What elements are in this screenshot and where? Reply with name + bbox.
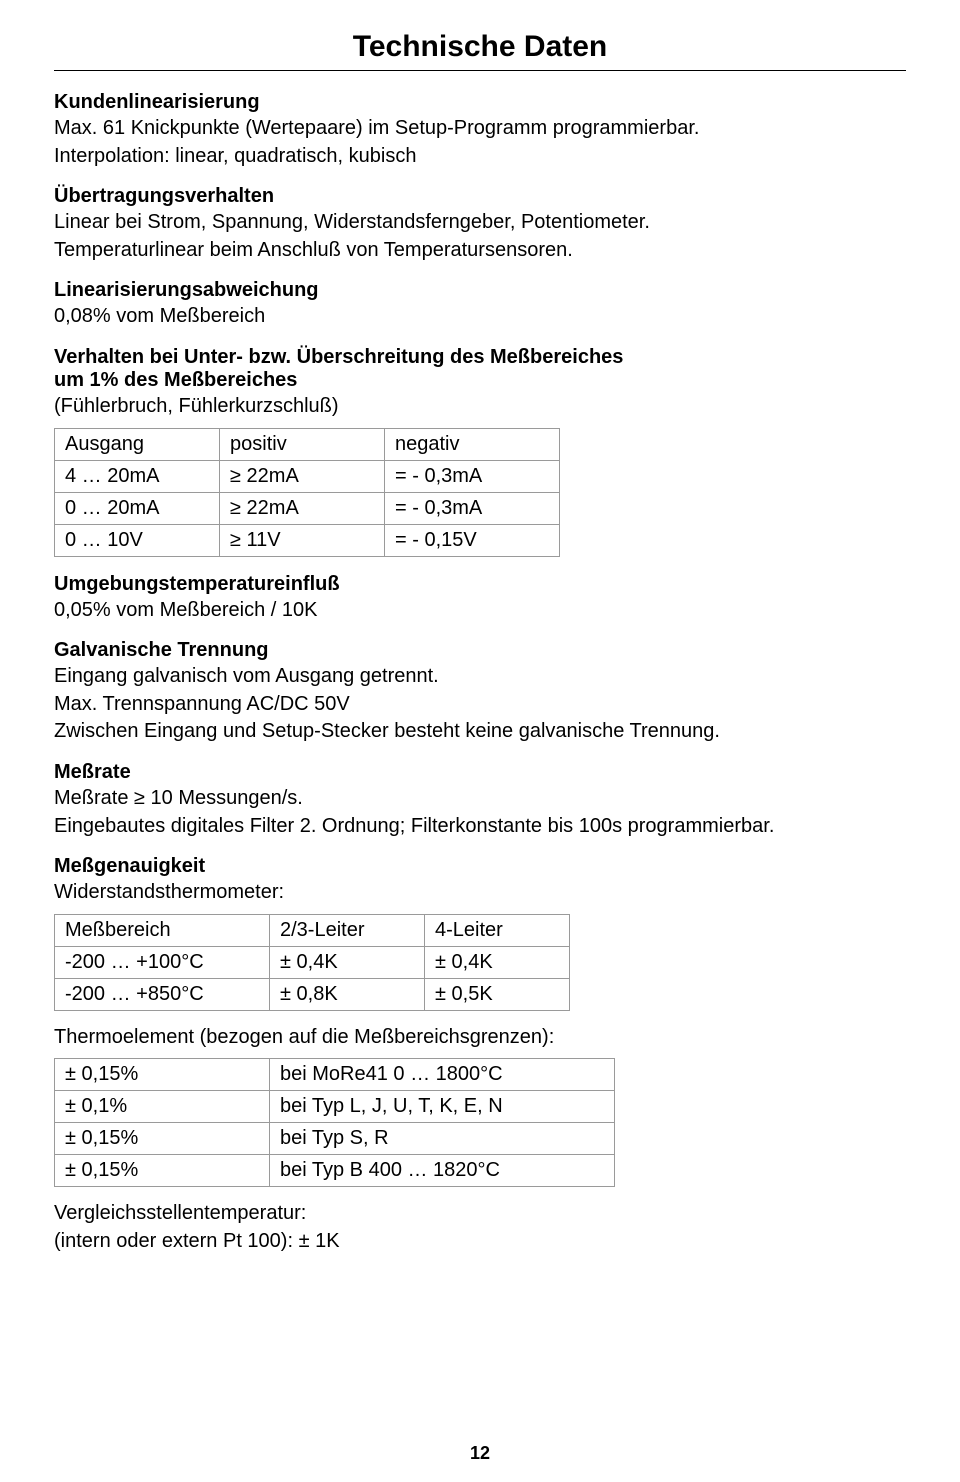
table-row: 0 … 20mA ≥ 22mA = - 0,3mA: [55, 492, 560, 524]
page-title: Technische Daten: [54, 30, 906, 64]
text-umgeb-1: 0,05% vom Meßbereich / 10K: [54, 598, 906, 624]
heading-galvanische-trennung: Galvanische Trennung: [54, 639, 906, 662]
table-row: ± 0,15% bei Typ B 400 … 1820°C: [55, 1155, 615, 1187]
text-vergleich-2: (intern oder extern Pt 100): ± 1K: [54, 1229, 906, 1255]
table-cell: 2/3-Leiter: [270, 914, 425, 946]
text-thermoelement: Thermoelement (bezogen auf die Meßbereic…: [54, 1025, 906, 1051]
table-thermoelement: ± 0,15% bei MoRe41 0 … 1800°C ± 0,1% bei…: [54, 1058, 615, 1187]
table-cell: ≥ 22mA: [220, 460, 385, 492]
page-number: 12: [0, 1443, 960, 1464]
page: Technische Daten Kundenlinearisierung Ma…: [0, 0, 960, 1482]
table-cell: bei MoRe41 0 … 1800°C: [270, 1059, 615, 1091]
table-cell: bei Typ L, J, U, T, K, E, N: [270, 1091, 615, 1123]
table-cell: bei Typ S, R: [270, 1123, 615, 1155]
text-galv-3: Zwischen Eingang und Setup-Stecker beste…: [54, 719, 906, 745]
heading-uebertragungsverhalten: Übertragungsverhalten: [54, 185, 906, 208]
table-ausgang: Ausgang positiv negativ 4 … 20mA ≥ 22mA …: [54, 428, 560, 557]
table-cell: ≥ 11V: [220, 524, 385, 556]
heading-verhalten: Verhalten bei Unter- bzw. Überschreitung…: [54, 346, 906, 369]
text-messrate-1: Meßrate ≥ 10 Messungen/s.: [54, 786, 906, 812]
text-messrate-2: Eingebautes digitales Filter 2. Ordnung;…: [54, 814, 906, 840]
table-row: ± 0,15% bei MoRe41 0 … 1800°C: [55, 1059, 615, 1091]
text-verhalten-sub2: (Fühlerbruch, Fühlerkurzschluß): [54, 394, 906, 420]
table-cell: ≥ 22mA: [220, 492, 385, 524]
text-ueber-1: Linear bei Strom, Spannung, Widerstandsf…: [54, 210, 906, 236]
table-row: Meßbereich 2/3-Leiter 4-Leiter: [55, 914, 570, 946]
table-cell: bei Typ B 400 … 1820°C: [270, 1155, 615, 1187]
table-cell: Meßbereich: [55, 914, 270, 946]
heading-messgenauigkeit: Meßgenauigkeit: [54, 855, 906, 878]
heading-messrate: Meßrate: [54, 761, 906, 784]
table-cell: ± 0,15%: [55, 1059, 270, 1091]
heading-umgebungstemperatur: Umgebungstemperatureinfluß: [54, 573, 906, 596]
table-cell: ± 0,1%: [55, 1091, 270, 1123]
table-cell: 4 … 20mA: [55, 460, 220, 492]
text-kundenlin-1: Max. 61 Knickpunkte (Wertepaare) im Setu…: [54, 116, 906, 142]
table-cell: -200 … +100°C: [55, 946, 270, 978]
table-cell: ± 0,5K: [425, 978, 570, 1010]
table-row: ± 0,1% bei Typ L, J, U, T, K, E, N: [55, 1091, 615, 1123]
table-cell: = - 0,15V: [385, 524, 560, 556]
table-cell: 4-Leiter: [425, 914, 570, 946]
text-ueber-2: Temperaturlinear beim Anschluß von Tempe…: [54, 238, 906, 264]
text-vergleich-1: Vergleichsstellentemperatur:: [54, 1201, 906, 1227]
text-kundenlin-2: Interpolation: linear, quadratisch, kubi…: [54, 144, 906, 170]
table-cell: 0 … 20mA: [55, 492, 220, 524]
table-row: 0 … 10V ≥ 11V = - 0,15V: [55, 524, 560, 556]
table-messbereich: Meßbereich 2/3-Leiter 4-Leiter -200 … +1…: [54, 914, 570, 1011]
table-cell: ± 0,4K: [425, 946, 570, 978]
text-galv-2: Max. Trennspannung AC/DC 50V: [54, 692, 906, 718]
table-cell: = - 0,3mA: [385, 492, 560, 524]
table-row: -200 … +850°C ± 0,8K ± 0,5K: [55, 978, 570, 1010]
table-row: Ausgang positiv negativ: [55, 428, 560, 460]
title-rule: [54, 70, 906, 71]
table-cell: -200 … +850°C: [55, 978, 270, 1010]
text-messgen-1: Widerstandsthermometer:: [54, 880, 906, 906]
heading-linearisierungsabweichung: Linearisierungsabweichung: [54, 279, 906, 302]
table-row: -200 … +100°C ± 0,4K ± 0,4K: [55, 946, 570, 978]
table-cell: ± 0,15%: [55, 1155, 270, 1187]
table-cell: ± 0,4K: [270, 946, 425, 978]
text-galv-1: Eingang galvanisch vom Ausgang getrennt.: [54, 664, 906, 690]
text-linabw-1: 0,08% vom Meßbereich: [54, 304, 906, 330]
table-cell: = - 0,3mA: [385, 460, 560, 492]
table-row: 4 … 20mA ≥ 22mA = - 0,3mA: [55, 460, 560, 492]
table-cell: ± 0,8K: [270, 978, 425, 1010]
table-cell: positiv: [220, 428, 385, 460]
table-cell: ± 0,15%: [55, 1123, 270, 1155]
table-cell: 0 … 10V: [55, 524, 220, 556]
heading-verhalten-sub: um 1% des Meßbereiches: [54, 369, 906, 392]
table-row: ± 0,15% bei Typ S, R: [55, 1123, 615, 1155]
table-cell: negativ: [385, 428, 560, 460]
heading-kundenlinearisierung: Kundenlinearisierung: [54, 91, 906, 114]
table-cell: Ausgang: [55, 428, 220, 460]
